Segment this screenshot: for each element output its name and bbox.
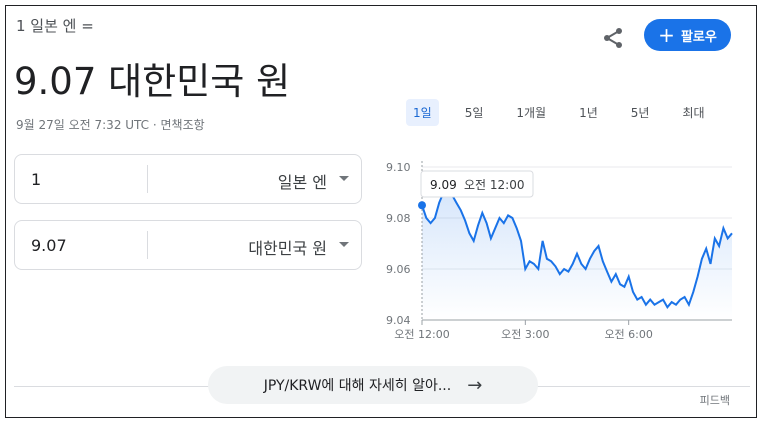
follow-button[interactable]: + 팔로우 xyxy=(644,19,731,51)
currency-widget: 1 일본 엔 = 9.07 대한민국 원 9월 27일 오전 7:32 UTC … xyxy=(5,5,757,418)
y-tick-label: 9.10 xyxy=(386,161,411,174)
y-tick-label: 9.04 xyxy=(386,314,411,327)
share-icon[interactable] xyxy=(601,26,625,50)
chevron-down-icon[interactable] xyxy=(339,242,349,247)
plus-icon: + xyxy=(658,23,675,47)
tooltip-time: 오전 12:00 xyxy=(464,178,524,192)
to-currency-field[interactable]: 9.07 대한민국 원 xyxy=(14,220,362,270)
range-tab-max[interactable]: 최대 xyxy=(682,106,705,120)
learn-more-button[interactable]: JPY/KRW에 대해 자세히 알아... → xyxy=(208,366,538,404)
chevron-down-icon[interactable] xyxy=(339,176,349,181)
chart-cursor-point xyxy=(418,201,426,210)
range-tabs: 1일 5일 1개월 1년 5년 최대 xyxy=(406,99,731,126)
range-tab-5d[interactable]: 5일 xyxy=(464,106,484,120)
y-tick-label: 9.08 xyxy=(386,212,411,225)
from-amount-input[interactable]: 1 xyxy=(31,170,42,189)
range-tab-1m[interactable]: 1개월 xyxy=(516,106,547,120)
chart-series-line xyxy=(421,185,733,309)
feedback-link[interactable]: 피드백 xyxy=(699,394,730,407)
x-tick-label: 오전 3:00 xyxy=(501,328,549,341)
timestamp: 9월 27일 오전 7:32 UTC · 면책조항 xyxy=(16,118,205,132)
to-currency-select[interactable]: 대한민국 원 xyxy=(248,239,327,258)
x-tick-label: 오전 12:00 xyxy=(394,328,449,341)
conversion-subtitle: 1 일본 엔 = xyxy=(16,17,94,35)
chart-tooltip: 9.09 오전 12:00 xyxy=(420,170,534,198)
range-tab-1d[interactable]: 1일 xyxy=(406,99,439,126)
arrow-right-icon: → xyxy=(467,374,483,396)
range-tab-5y[interactable]: 5년 xyxy=(630,106,650,120)
from-currency-select[interactable]: 일본 엔 xyxy=(277,173,327,192)
from-currency-field[interactable]: 1 일본 엔 xyxy=(14,154,362,204)
follow-label: 팔로우 xyxy=(680,29,717,45)
learn-more-label: JPY/KRW에 대해 자세히 알아... xyxy=(263,378,452,394)
tooltip-value: 9.09 xyxy=(430,178,457,192)
to-amount-input[interactable]: 9.07 xyxy=(31,236,67,255)
field-separator xyxy=(147,165,148,193)
range-tab-1y[interactable]: 1년 xyxy=(579,106,598,120)
y-tick-label: 9.06 xyxy=(386,263,411,276)
field-separator xyxy=(147,231,148,259)
x-tick-label: 오전 6:00 xyxy=(604,328,652,341)
conversion-result: 9.07 대한민국 원 xyxy=(14,60,291,103)
